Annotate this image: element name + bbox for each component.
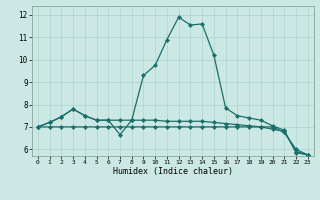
X-axis label: Humidex (Indice chaleur): Humidex (Indice chaleur)	[113, 167, 233, 176]
